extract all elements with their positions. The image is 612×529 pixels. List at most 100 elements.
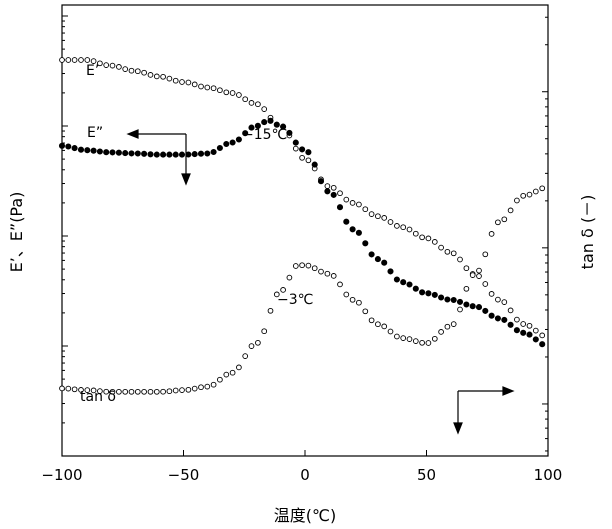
data-point	[482, 251, 489, 258]
data-point	[210, 381, 217, 388]
data-point	[349, 296, 356, 303]
data-point	[97, 388, 103, 394]
data-point	[362, 206, 369, 213]
data-point	[444, 248, 451, 255]
data-point	[198, 83, 204, 90]
data-point	[438, 294, 445, 301]
data-point	[172, 77, 179, 84]
data-point	[463, 285, 470, 292]
data-point	[343, 291, 350, 298]
data-point	[229, 90, 236, 96]
data-point	[419, 339, 425, 346]
data-point	[292, 263, 299, 269]
data-point	[122, 150, 129, 157]
data-point	[90, 147, 97, 154]
data-point	[456, 298, 464, 305]
data-point	[412, 230, 419, 237]
data-point	[362, 240, 369, 247]
data-point	[65, 57, 72, 63]
data-point	[406, 226, 413, 233]
data-point	[141, 150, 148, 157]
data-point	[431, 335, 438, 342]
data-point	[223, 371, 230, 378]
data-point	[96, 148, 103, 155]
data-point	[381, 323, 388, 330]
data-point	[273, 291, 280, 298]
data-point	[128, 388, 135, 395]
data-point	[261, 328, 268, 335]
data-point	[210, 85, 217, 92]
data-point	[463, 301, 470, 308]
x-axis-label: 温度(℃)	[274, 506, 336, 525]
data-point	[128, 67, 135, 74]
data-point	[419, 234, 425, 241]
data-point	[280, 123, 287, 130]
data-point	[387, 219, 394, 225]
data-point	[482, 281, 489, 287]
data-point	[514, 316, 520, 323]
x-axis-ticks: −100 −50 0 50 100	[41, 450, 562, 484]
data-point	[191, 151, 198, 158]
data-point	[261, 106, 268, 112]
data-point	[400, 224, 407, 231]
data-point	[507, 321, 514, 328]
data-point	[147, 151, 154, 158]
data-point	[217, 87, 223, 94]
data-point	[457, 306, 463, 313]
data-point	[280, 287, 286, 293]
data-point	[204, 383, 211, 390]
data-point	[337, 190, 343, 197]
data-point	[539, 341, 546, 348]
data-point	[476, 273, 482, 279]
data-point	[84, 147, 91, 154]
data-point	[368, 317, 375, 324]
data-point	[356, 299, 362, 306]
data-point	[475, 304, 483, 311]
data-point	[507, 307, 514, 314]
data-point	[197, 150, 205, 157]
data-point	[526, 331, 533, 338]
data-point	[495, 219, 501, 226]
data-point	[58, 142, 66, 149]
data-point	[355, 229, 362, 236]
data-point	[109, 388, 116, 395]
data-point	[71, 57, 78, 63]
data-point	[336, 204, 344, 211]
data-point	[444, 296, 451, 303]
data-point	[394, 223, 400, 229]
data-point	[507, 207, 514, 214]
series-2	[59, 185, 546, 395]
data-point	[324, 270, 331, 277]
data-point	[160, 73, 166, 80]
series-1	[58, 117, 546, 348]
data-point	[204, 84, 211, 91]
data-point	[444, 323, 451, 330]
right-axis-ticks	[542, 16, 548, 452]
data-point	[255, 101, 261, 108]
data-point	[532, 188, 539, 195]
data-point	[393, 276, 400, 283]
data-point	[387, 268, 394, 275]
data-point	[532, 327, 539, 334]
x-tick-label: 0	[300, 466, 310, 484]
data-point	[381, 259, 388, 266]
data-point	[438, 329, 444, 335]
data-point	[324, 183, 331, 189]
data-point	[242, 130, 249, 137]
annotation-tan-delta: tan δ	[80, 389, 116, 405]
data-point	[71, 386, 78, 393]
data-point	[84, 387, 91, 393]
data-point	[494, 315, 501, 322]
data-point	[204, 150, 211, 157]
data-point	[292, 139, 299, 146]
data-point	[431, 291, 438, 298]
data-point	[368, 211, 375, 217]
data-point	[166, 75, 173, 82]
data-point	[514, 197, 520, 204]
data-point	[488, 291, 495, 297]
data-point	[488, 231, 495, 237]
data-point	[217, 376, 223, 383]
data-point	[412, 285, 419, 292]
data-point	[412, 338, 419, 344]
